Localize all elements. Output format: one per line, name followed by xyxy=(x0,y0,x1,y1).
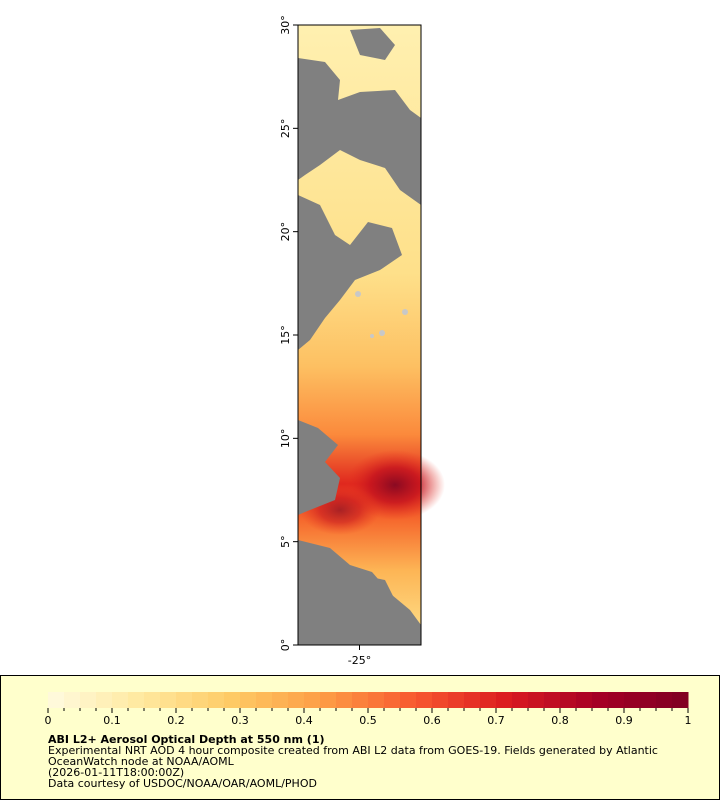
colorbar-cell xyxy=(544,692,561,708)
colorbar-cell xyxy=(656,692,673,708)
colorbar-cell xyxy=(336,692,353,708)
y-tick-label: 0° xyxy=(279,639,292,652)
colorbar-tick-label: 0.3 xyxy=(231,714,249,727)
colorbar-cell xyxy=(176,692,193,708)
colorbar-cell xyxy=(464,692,481,708)
colorbar-cell xyxy=(576,692,593,708)
colorbar-cell xyxy=(416,692,433,708)
x-tick-label: -25° xyxy=(348,654,371,667)
colorbar-cell xyxy=(256,692,273,708)
colorbar-cell xyxy=(480,692,497,708)
colorbar-cell xyxy=(48,692,65,708)
colorbar-cell xyxy=(496,692,513,708)
y-tick-label: 10° xyxy=(279,429,292,449)
y-tick-label: 30° xyxy=(279,15,292,35)
colorbar-cell xyxy=(384,692,401,708)
colorbar-cell xyxy=(304,692,321,708)
colorbar-cell xyxy=(640,692,657,708)
colorbar-tick-label: 0.1 xyxy=(103,714,121,727)
colorbar-tick-label: 0.2 xyxy=(167,714,185,727)
colorbar-cell xyxy=(96,692,113,708)
y-tick-label: 15° xyxy=(279,325,292,345)
colorbar-cell xyxy=(128,692,145,708)
colorbar-cell xyxy=(208,692,225,708)
colorbar-cell xyxy=(448,692,465,708)
y-tick-label: 25° xyxy=(279,119,292,139)
colorbar-cell xyxy=(608,692,625,708)
colorbar-cell xyxy=(224,692,241,708)
colorbar-tick-label: 0.4 xyxy=(295,714,313,727)
colorbar-tick-label: 0.9 xyxy=(615,714,633,727)
colorbar-cell xyxy=(160,692,177,708)
map-image xyxy=(298,25,445,645)
legend-line: Data courtesy of USDOC/NOAA/OAR/AOML/PHO… xyxy=(48,777,317,790)
y-tick-label: 20° xyxy=(279,222,292,242)
colorbar-tick-label: 0.5 xyxy=(359,714,377,727)
colorbar-cell xyxy=(512,692,529,708)
colorbar-cell xyxy=(112,692,129,708)
legend-title: ABI L2+ Aerosol Optical Depth at 550 nm … xyxy=(48,733,325,746)
colorbar: 0 0.1 0.2 0.3 0.4 0.5 0.6 0.7 0.8 0.9 1 xyxy=(45,692,692,727)
colorbar-cell xyxy=(368,692,385,708)
colorbar-cell xyxy=(624,692,641,708)
colorbar-cell xyxy=(80,692,97,708)
colorbar-cell xyxy=(240,692,257,708)
colorbar-cell xyxy=(320,692,337,708)
colorbar-tick-label: 1 xyxy=(685,714,692,727)
axes: 0° 5° 10° 15° 20° 25° 30° -25° xyxy=(279,15,371,667)
colorbar-cell xyxy=(144,692,161,708)
colorbar-cell xyxy=(272,692,289,708)
y-tick-label: 5° xyxy=(279,535,292,548)
colorbar-cell xyxy=(288,692,305,708)
colorbar-cell xyxy=(352,692,369,708)
colorbar-tick-label: 0.8 xyxy=(551,714,569,727)
legend-line: OceanWatch node at NOAA/AOML xyxy=(48,755,235,768)
colorbar-cell xyxy=(528,692,545,708)
colorbar-cell xyxy=(432,692,449,708)
colorbar-tick-label: 0 xyxy=(45,714,52,727)
legend-line: (2026-01-11T18:00:00Z) xyxy=(48,766,184,779)
colorbar-cell xyxy=(64,692,81,708)
colorbar-cell xyxy=(192,692,209,708)
colorbar-cell xyxy=(592,692,609,708)
colorbar-tick-label: 0.7 xyxy=(487,714,505,727)
colorbar-cell xyxy=(400,692,417,708)
colorbar-cell xyxy=(560,692,577,708)
colorbar-tick-label: 0.6 xyxy=(423,714,441,727)
legend-line: Experimental NRT AOD 4 hour composite cr… xyxy=(48,744,658,757)
colorbar-cell xyxy=(672,692,689,708)
